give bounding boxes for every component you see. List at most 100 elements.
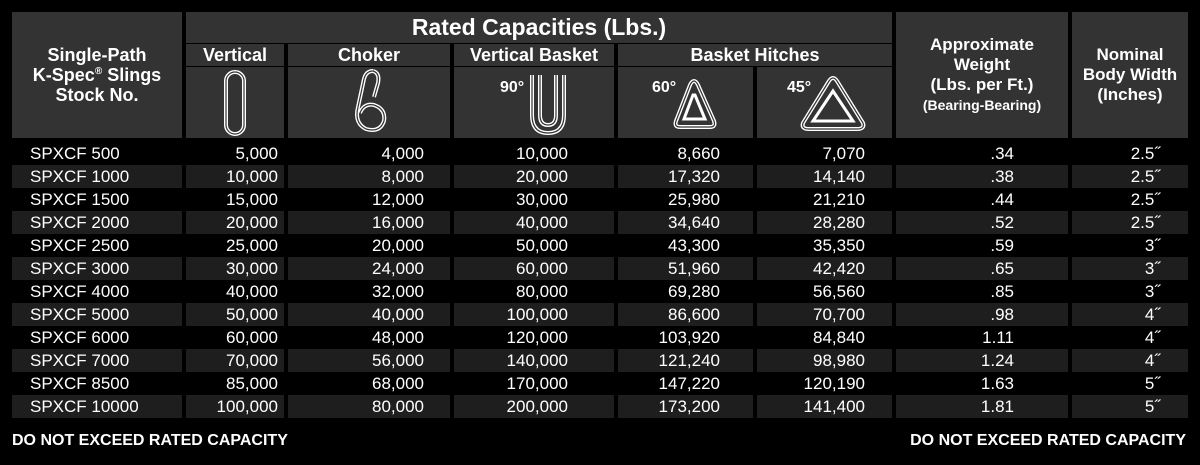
row-stripe — [454, 395, 614, 418]
cell-choker: 12,000 — [372, 190, 424, 209]
cell-weight: .59 — [990, 236, 1014, 255]
cell-vbasket: 60,000 — [516, 259, 568, 278]
cell-vertical: 10,000 — [226, 167, 278, 186]
row-stripe — [12, 303, 182, 326]
cell-weight: .98 — [990, 305, 1014, 324]
cell-vbasket: 100,000 — [506, 305, 568, 324]
cell-b60: 147,220 — [658, 374, 720, 393]
capacity-table: Single-Path K-Spec® Slings Stock No. Rat… — [12, 12, 1188, 422]
row-stripe — [288, 165, 450, 188]
cell-b45: 98,980 — [813, 351, 865, 370]
cell-vertical: 5,000 — [235, 144, 278, 163]
cell-b60: 34,640 — [668, 213, 720, 232]
table-row: SPXCF 7000 70,000 56,000 140,000 121,240 98,9… — [12, 349, 1188, 372]
cell-stock: SPXCF 10000 — [30, 397, 139, 416]
cell-b45: 56,560 — [813, 282, 865, 301]
cell-b60: 69,280 — [668, 282, 720, 301]
table-row: SPXCF 2500 25,000 20,000 50,000 43,300 35,350… — [12, 234, 1188, 257]
cell-b60: 51,960 — [668, 259, 720, 278]
vertical-basket-icon-cell: 90° — [454, 67, 614, 138]
cell-weight: 1.11 — [982, 328, 1014, 347]
row-stripe — [186, 395, 284, 418]
cell-vertical: 20,000 — [226, 213, 278, 232]
row-stripe — [454, 349, 614, 372]
cell-vertical: 50,000 — [226, 305, 278, 324]
cell-vertical: 100,000 — [216, 397, 278, 416]
row-stripe — [1072, 395, 1188, 418]
row-stripe — [1072, 165, 1188, 188]
cell-choker: 48,000 — [372, 328, 424, 347]
row-stripe — [757, 349, 892, 372]
row-stripe — [12, 257, 182, 280]
cell-b60: 17,320 — [668, 167, 720, 186]
weight-header-line1: Approximate — [930, 35, 1034, 54]
cell-choker: 24,000 — [372, 259, 424, 278]
cell-stock: SPXCF 7000 — [30, 351, 130, 370]
choker-header: Choker — [288, 44, 450, 66]
row-stripe — [288, 257, 450, 280]
cell-vertical: 15,000 — [226, 190, 278, 209]
row-stripe — [896, 395, 1068, 418]
cell-width: 4˝ — [1144, 305, 1160, 324]
row-stripe — [186, 349, 284, 372]
cell-vbasket: 80,000 — [516, 282, 568, 301]
row-stripe — [1072, 349, 1188, 372]
row-stripe — [757, 303, 892, 326]
cell-b60: 103,920 — [658, 328, 720, 347]
cell-choker: 56,000 — [372, 351, 424, 370]
vertical-icon-cell — [186, 67, 284, 138]
row-stripe — [618, 165, 753, 188]
cell-width: 3˝ — [1144, 259, 1160, 278]
cell-width: 2.5˝ — [1130, 167, 1160, 186]
cell-b45: 14,140 — [813, 167, 865, 186]
cell-choker: 80,000 — [372, 397, 424, 416]
choker-hitch-icon — [355, 69, 387, 132]
cell-choker: 16,000 — [372, 213, 424, 232]
cell-weight: 1.81 — [980, 397, 1014, 416]
cell-vertical: 40,000 — [226, 282, 278, 301]
row-stripe — [896, 303, 1068, 326]
table-row: SPXCF 1000 10,000 8,000 20,000 17,320 14,140.… — [12, 165, 1188, 188]
cell-width: 5˝ — [1144, 397, 1160, 416]
cell-b45: 21,210 — [813, 190, 865, 209]
choker-icon-cell — [288, 67, 450, 138]
row-stripe — [186, 165, 284, 188]
basket-45-hitch-icon — [800, 76, 866, 131]
stock-header-line3: Stock No. — [55, 85, 139, 105]
cell-width: 2.5˝ — [1130, 144, 1160, 163]
stock-number-header: Single-Path K-Spec® Slings Stock No. — [12, 12, 182, 138]
cell-b45: 28,280 — [813, 213, 865, 232]
stock-header-line2: K-Spec® Slings — [33, 65, 161, 85]
cell-b45: 120,190 — [803, 374, 865, 393]
vertical-header: Vertical — [186, 44, 284, 66]
cell-vertical: 70,000 — [226, 351, 278, 370]
row-stripe — [288, 211, 450, 234]
row-stripe — [186, 211, 284, 234]
cell-b45: 35,350 — [813, 236, 865, 255]
cell-vbasket: 50,000 — [516, 236, 568, 255]
cell-vertical: 60,000 — [226, 328, 278, 347]
cell-choker: 8,000 — [381, 167, 424, 186]
cell-b45: 42,420 — [813, 259, 865, 278]
cell-stock: SPXCF 3000 — [30, 259, 130, 278]
row-stripe — [288, 395, 450, 418]
cell-b45: 7,070 — [822, 144, 865, 163]
cell-width: 4˝ — [1144, 328, 1160, 347]
width-header-line1: Nominal — [1096, 45, 1164, 64]
cell-width: 4˝ — [1144, 351, 1160, 370]
row-stripe — [618, 349, 753, 372]
angle-90-label: 90° — [500, 79, 525, 96]
cell-vbasket: 120,000 — [506, 328, 568, 347]
angle-60-label: 60° — [652, 79, 677, 96]
stock-header-slings: Slings — [102, 65, 162, 85]
basket-60-icon-cell: 60° — [618, 67, 753, 138]
cell-width: 5˝ — [1144, 374, 1160, 393]
table-row: SPXCF 8500 85,000 68,000 170,000 147,220 120,… — [12, 372, 1188, 395]
cell-vbasket: 30,000 — [516, 190, 568, 209]
row-stripe — [618, 211, 753, 234]
table-row: SPXCF 1500 15,000 12,000 30,000 25,980 21,210… — [12, 188, 1188, 211]
cell-stock: SPXCF 5000 — [30, 305, 130, 324]
weight-header: Approximate Weight (Lbs. per Ft.) (Beari… — [896, 12, 1068, 138]
cell-b60: 43,300 — [668, 236, 720, 255]
cell-weight: .65 — [990, 259, 1014, 278]
